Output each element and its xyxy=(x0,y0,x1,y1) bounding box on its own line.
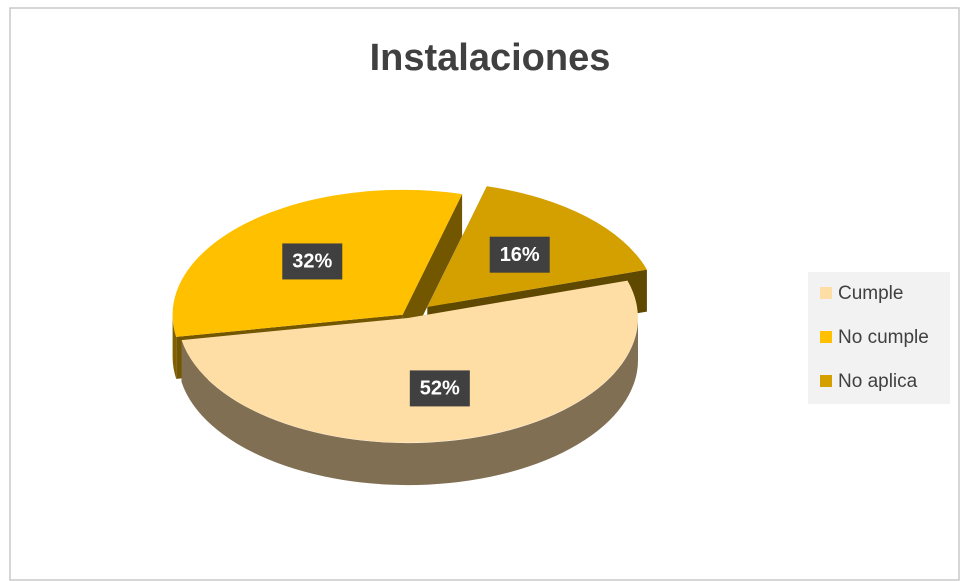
data-label-box xyxy=(489,236,550,273)
legend-label: Cumple xyxy=(838,283,903,304)
legend-label: No aplica xyxy=(838,371,918,392)
data-label: 32% xyxy=(292,251,332,273)
data-label: 52% xyxy=(420,378,460,400)
data-label-box xyxy=(409,370,470,407)
legend-swatch xyxy=(820,331,832,343)
data-label-box xyxy=(282,243,343,280)
chart-title: Instalaciones xyxy=(370,37,611,79)
data-label: 16% xyxy=(500,244,540,266)
legend-swatch xyxy=(820,375,832,387)
slice-wall xyxy=(402,194,463,357)
legend-swatch xyxy=(820,287,832,299)
slice-side xyxy=(172,314,177,379)
slice-side xyxy=(181,318,639,486)
slice xyxy=(181,280,638,443)
legend-label: No cumple xyxy=(838,327,929,348)
